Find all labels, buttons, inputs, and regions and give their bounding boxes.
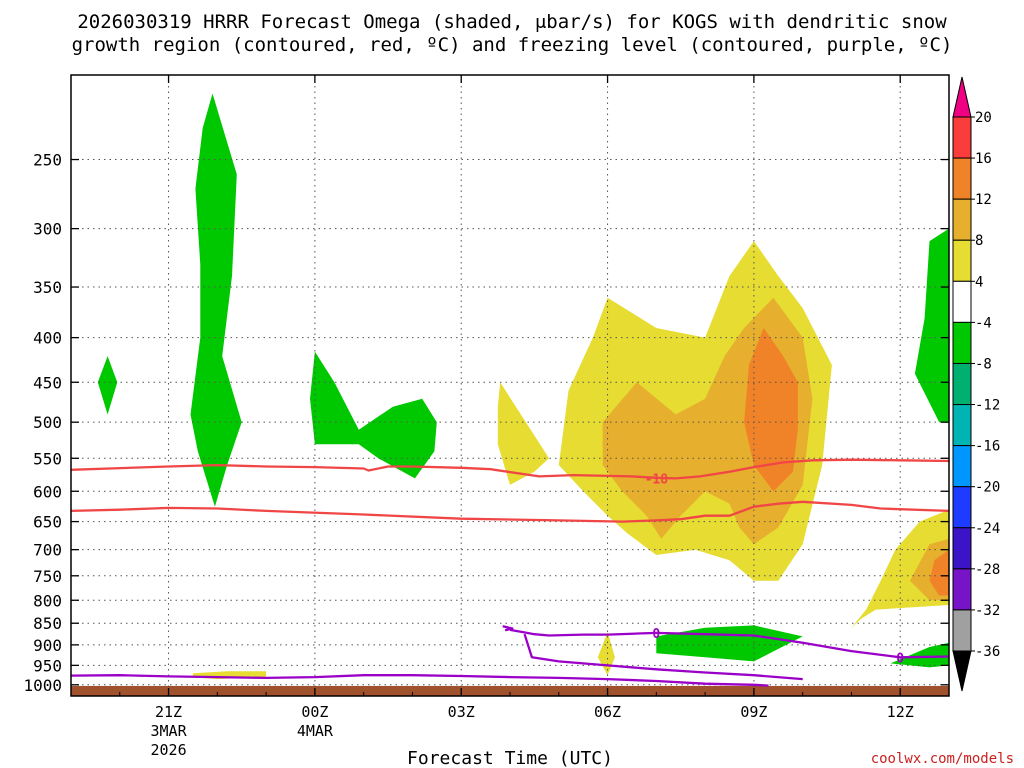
omega-region-pos-14: [929, 549, 949, 596]
colorbar-segment-8: [952, 445, 972, 488]
colorbar-segment-0: [952, 116, 972, 159]
freezing-contour-4: [523, 633, 803, 681]
omega-region-pos-8: [851, 509, 949, 628]
omega-region-pos-13: [744, 328, 798, 492]
ytick-label-1000: 1000: [23, 676, 62, 695]
colorbar-segment-11: [952, 568, 972, 611]
temperature-contours: [70, 458, 950, 687]
colorbar-segment-9: [952, 486, 972, 529]
xtick-label-09Z: 09Z: [740, 703, 767, 721]
colorbar-label-1: 16: [975, 151, 992, 167]
ytick-label-500: 500: [33, 413, 62, 432]
chart-title-line-1: 2026030319 HRRR Forecast Omega (shaded, …: [77, 11, 947, 33]
omega-shading-layer: [97, 93, 949, 680]
colorbar-label-6: -8: [975, 356, 992, 372]
dgz-contour-1: [70, 500, 950, 523]
xtick-sub1-21Z: 3MAR: [150, 722, 187, 740]
freezing-contour-2: [70, 674, 769, 687]
colorbar-top-arrow: [952, 76, 972, 118]
colorbar-segment-6: [952, 362, 972, 406]
colorbar-label-0: 20: [975, 110, 992, 126]
xtick-label-06Z: 06Z: [594, 703, 621, 721]
xtick-label-00Z: 00Z: [301, 703, 328, 721]
colorbar-label-12: -32: [975, 603, 1000, 619]
ytick-label-850: 850: [33, 614, 62, 633]
omega-region-neg-0: [97, 356, 118, 415]
ground-layer: [71, 685, 949, 696]
colorbar-label-3: 8: [975, 233, 983, 249]
colorbar-label-9: -20: [975, 480, 1000, 496]
x-axis-title: Forecast Time (UTC): [407, 748, 613, 768]
colorbar-label-7: -12: [975, 398, 1000, 414]
xtick-sub1-00Z: 4MAR: [297, 722, 334, 740]
xtick-label-12Z: 12Z: [887, 703, 914, 721]
colorbar: 20 16 12 8 4 -4 -8 -12 -16 -20 -24 -28 -32 -36: [952, 76, 1000, 692]
colorbar-segment-gray: [952, 609, 972, 652]
chart-title-line-2: growth region (contoured, red, ºC) and f…: [72, 34, 953, 56]
ytick-label-800: 800: [33, 591, 62, 610]
colorbar-label-5: -4: [975, 315, 992, 331]
chart-title: 2026030319 HRRR Forecast Omega (shaded, …: [72, 11, 953, 56]
credit-text: coolwx.com/models: [871, 751, 1014, 767]
colorbar-bottom-arrow: [952, 650, 972, 692]
omega-region-neg-4: [656, 625, 803, 662]
ytick-label-600: 600: [33, 482, 62, 501]
contour-labels: -18 0 0: [645, 472, 905, 666]
ytick-label-550: 550: [33, 449, 62, 468]
colorbar-label-11: -28: [975, 562, 1000, 578]
grid-lines: [71, 75, 949, 696]
ytick-label-350: 350: [33, 278, 62, 297]
colorbar-label-10: -24: [975, 521, 1000, 537]
ground-strip: [71, 685, 949, 696]
omega-region-neg-1: [190, 93, 242, 507]
xtick-label-21Z: 21Z: [155, 703, 182, 721]
colorbar-label-2: 12: [975, 192, 992, 208]
colorbar-segment-5: [952, 321, 972, 364]
omega-region-neg-3: [914, 228, 949, 423]
y-axis-ticks: 250 300 350 400 450 500 550 600 650 700 750 800 850 9…: [23, 151, 949, 695]
xtick-label-03Z: 03Z: [448, 703, 475, 721]
ytick-label-650: 650: [33, 513, 62, 532]
freezing-contour-5: [502, 625, 514, 632]
colorbar-segment-7: [952, 404, 972, 447]
contour-label-0: -18: [645, 472, 669, 487]
ytick-label-700: 700: [33, 541, 62, 560]
colorbar-segment-10: [952, 527, 972, 570]
freezing-contour-3: [509, 628, 950, 659]
colorbar-label-8: -16: [975, 439, 1000, 455]
colorbar-segment-2: [952, 198, 972, 241]
colorbar-segment-4: [952, 280, 972, 323]
ytick-label-750: 750: [33, 567, 62, 586]
dgz-contour-0: [70, 458, 950, 480]
ytick-label-900: 900: [33, 636, 62, 655]
colorbar-label-4: 4: [975, 274, 983, 290]
ytick-label-450: 450: [33, 373, 62, 392]
omega-region-neg-2: [310, 351, 437, 479]
ytick-label-250: 250: [33, 151, 62, 170]
colorbar-segment-1: [952, 157, 972, 200]
colorbar-label-13: -36: [975, 644, 1000, 660]
ytick-label-400: 400: [33, 329, 62, 348]
contour-label-1: 0: [652, 627, 660, 642]
contour-label-2: 0: [896, 651, 904, 666]
xtick-sub2-21Z: 2026: [150, 741, 186, 759]
colorbar-segment-3: [952, 239, 972, 282]
ytick-label-300: 300: [33, 220, 62, 239]
omega-region-pos-9: [597, 632, 615, 676]
omega-region-neg-5: [890, 642, 949, 668]
ytick-label-950: 950: [33, 656, 62, 675]
omega-region-pos-6: [497, 382, 549, 485]
